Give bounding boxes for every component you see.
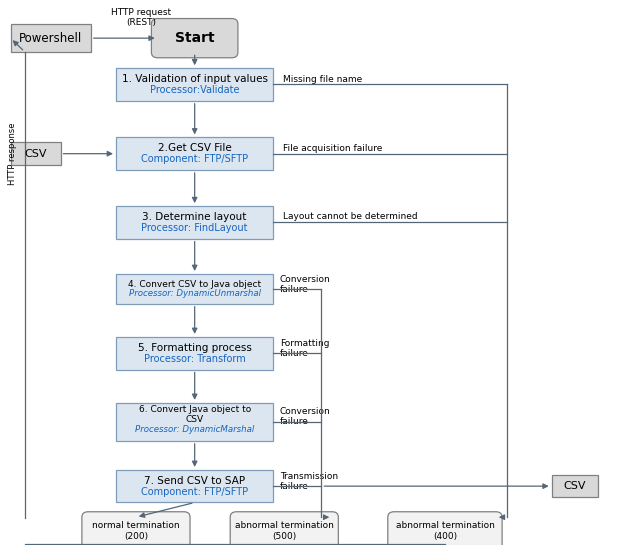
FancyBboxPatch shape: [231, 512, 339, 545]
Text: Layout cannot be determined: Layout cannot be determined: [283, 213, 417, 221]
Text: HTTP request
(REST): HTTP request (REST): [111, 8, 171, 27]
FancyBboxPatch shape: [116, 337, 273, 370]
Text: Formatting
failure: Formatting failure: [279, 339, 329, 359]
Text: CSV: CSV: [25, 149, 47, 159]
Text: normal termination
(200): normal termination (200): [92, 521, 180, 541]
Text: File acquisition failure: File acquisition failure: [283, 144, 382, 153]
Text: Processor: Transform: Processor: Transform: [144, 354, 245, 364]
FancyBboxPatch shape: [116, 470, 273, 502]
Text: Conversion
failure: Conversion failure: [279, 407, 331, 426]
FancyBboxPatch shape: [388, 512, 502, 545]
FancyBboxPatch shape: [116, 68, 273, 101]
Text: Conversion
failure: Conversion failure: [279, 275, 331, 294]
Text: 5. Formatting process: 5. Formatting process: [138, 343, 252, 353]
FancyBboxPatch shape: [151, 19, 238, 58]
Text: CSV: CSV: [564, 481, 586, 491]
Text: Start: Start: [175, 31, 214, 45]
Text: Component: FTP/SFTP: Component: FTP/SFTP: [141, 487, 248, 496]
Text: Processor:Validate: Processor:Validate: [150, 85, 239, 95]
Text: Transmission
failure: Transmission failure: [279, 472, 338, 492]
FancyBboxPatch shape: [116, 274, 273, 304]
Text: 6. Convert Java object to
CSV: 6. Convert Java object to CSV: [138, 404, 251, 424]
Text: Component: FTP/SFTP: Component: FTP/SFTP: [141, 154, 248, 164]
FancyBboxPatch shape: [116, 206, 273, 239]
Text: 1. Validation of input values: 1. Validation of input values: [122, 74, 268, 84]
Text: Processor: DynamicUnmarshal: Processor: DynamicUnmarshal: [129, 289, 261, 298]
FancyBboxPatch shape: [116, 403, 273, 441]
Text: Processor: DynamicMarshal: Processor: DynamicMarshal: [135, 425, 254, 434]
Text: abnormal termination
(500): abnormal termination (500): [235, 521, 334, 541]
Text: 7. Send CSV to SAP: 7. Send CSV to SAP: [144, 476, 245, 486]
Text: Missing file name: Missing file name: [283, 75, 362, 83]
FancyBboxPatch shape: [552, 475, 598, 497]
Text: Powershell: Powershell: [19, 32, 82, 45]
FancyBboxPatch shape: [116, 137, 273, 170]
FancyBboxPatch shape: [11, 24, 91, 52]
FancyBboxPatch shape: [11, 142, 61, 165]
Text: 3. Determine layout: 3. Determine layout: [143, 212, 247, 222]
Text: 4. Convert CSV to Java object: 4. Convert CSV to Java object: [128, 280, 261, 289]
FancyBboxPatch shape: [82, 512, 190, 545]
Text: abnormal termination
(400): abnormal termination (400): [396, 521, 494, 541]
Text: HTTP response: HTTP response: [8, 123, 17, 185]
Text: Processor: FindLayout: Processor: FindLayout: [142, 223, 248, 233]
Text: 2.Get CSV File: 2.Get CSV File: [158, 143, 232, 153]
